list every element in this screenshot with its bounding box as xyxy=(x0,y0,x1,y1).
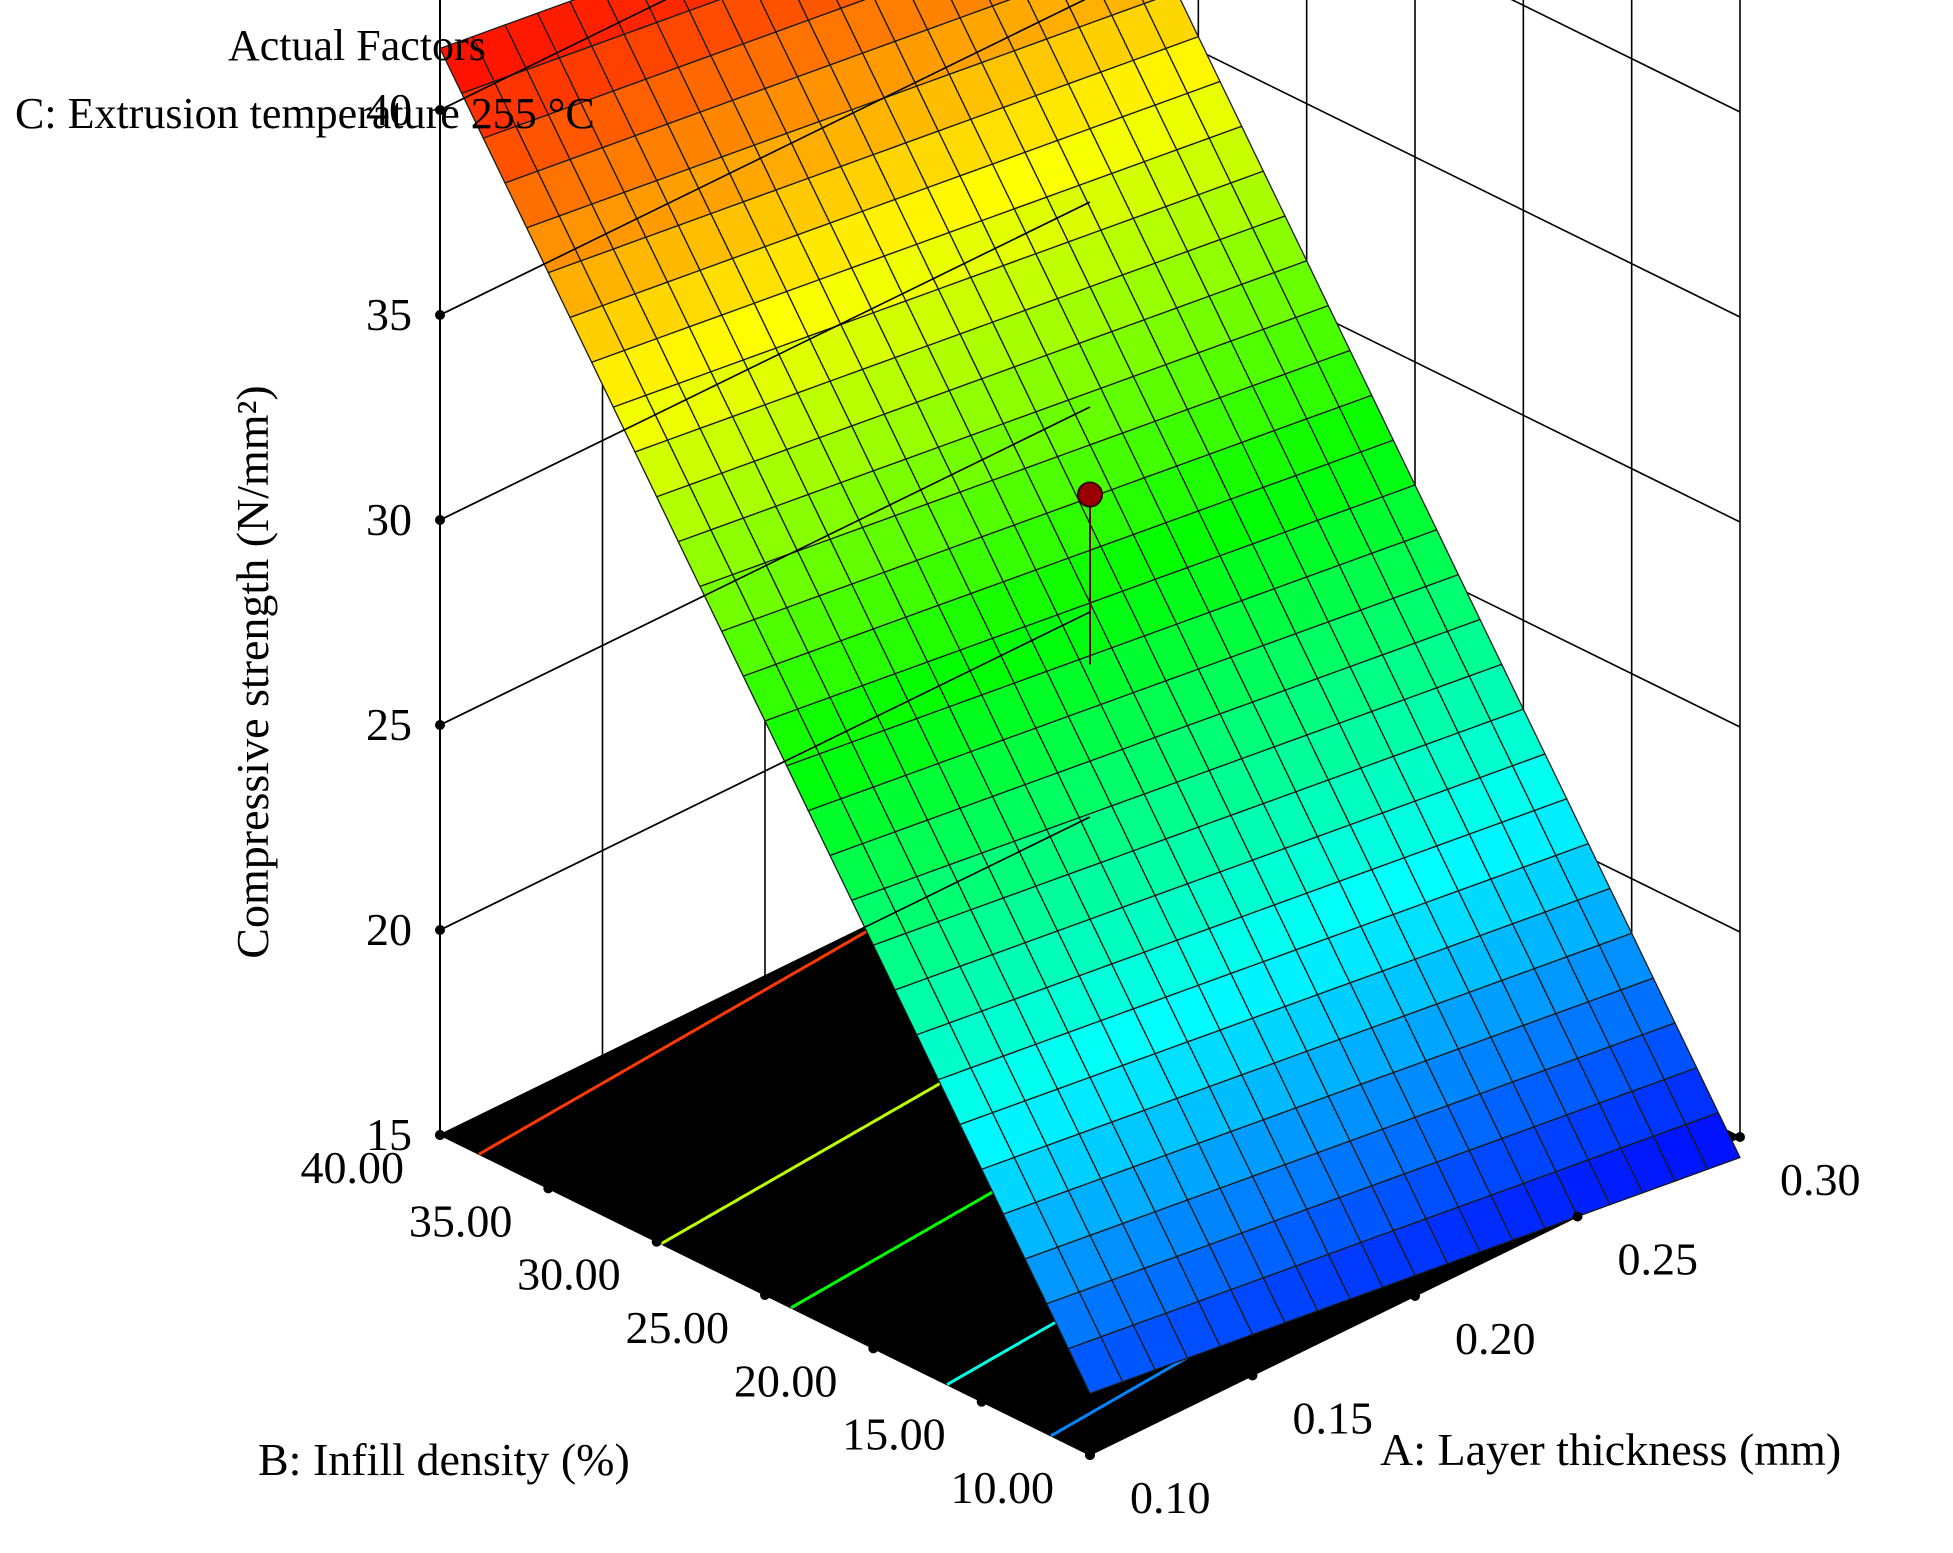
z-grid-line xyxy=(439,201,1091,521)
y-tick-label: 25.00 xyxy=(626,1302,730,1353)
z-grid-line xyxy=(439,0,1086,316)
y-tick-label: 15.00 xyxy=(842,1409,946,1460)
z-tick-mark xyxy=(435,310,445,320)
z-tick-mark xyxy=(435,105,445,115)
z-tick-mark xyxy=(435,720,445,730)
z-grid-line xyxy=(439,406,1091,726)
y-tick-label: 10.00 xyxy=(951,1462,1055,1513)
x-tick-label: 0.20 xyxy=(1455,1313,1536,1364)
x-tick-mark xyxy=(1247,1370,1258,1381)
y-tick-mark xyxy=(760,1290,770,1300)
axes: 1520253035404510.0015.0020.0025.0030.003… xyxy=(301,0,1861,1523)
chart-subtitle: C: Extrusion temperature 255 °C xyxy=(15,89,595,138)
z-tick-label: 15 xyxy=(366,1109,412,1160)
response-surface xyxy=(439,0,1741,1395)
x-tick-label: 0.15 xyxy=(1293,1393,1374,1444)
z-tick-label: 40 xyxy=(366,84,412,135)
z-tick-label: 20 xyxy=(366,904,412,955)
y-tick-mark xyxy=(543,1183,554,1194)
x-tick-label: 0.25 xyxy=(1618,1234,1699,1285)
z-tick-label: 35 xyxy=(366,289,412,340)
y-axis-label: B: Infill density (%) xyxy=(258,1434,630,1485)
z-grid-line xyxy=(439,0,667,111)
x-tick-mark xyxy=(1735,1132,1745,1142)
design-point xyxy=(1077,481,1103,508)
chart-title: Actual Factors xyxy=(228,21,486,70)
surface-cell xyxy=(1067,1336,1124,1395)
z-tick-label: 30 xyxy=(366,494,412,545)
y-tick-mark xyxy=(976,1396,987,1407)
z-axis-label: Compressive strength (N/mm²) xyxy=(227,385,278,958)
x-tick-label: 0.10 xyxy=(1130,1472,1211,1523)
x-tick-mark xyxy=(1085,1450,1095,1460)
y-tick-label: 20.00 xyxy=(734,1355,838,1406)
x-tick-label: 0.30 xyxy=(1780,1154,1861,1205)
z-tick-mark xyxy=(435,925,445,935)
y-tick-mark xyxy=(868,1343,879,1354)
y-tick-label: 30.00 xyxy=(517,1249,621,1300)
z-tick-label: 25 xyxy=(366,699,412,750)
y-tick-mark xyxy=(435,1130,445,1140)
x-axis-label: A: Layer thickness (mm) xyxy=(1380,1424,1841,1475)
y-tick-label: 40.00 xyxy=(301,1142,405,1193)
y-tick-label: 35.00 xyxy=(409,1195,513,1246)
x-tick-mark xyxy=(1572,1211,1583,1222)
z-tick-mark xyxy=(435,515,445,525)
y-tick-mark xyxy=(651,1236,662,1247)
z-grid-line xyxy=(439,816,1091,1136)
x-tick-mark xyxy=(1410,1291,1420,1301)
floor-contour-line xyxy=(478,895,929,1156)
z-grid-line xyxy=(439,611,1091,931)
